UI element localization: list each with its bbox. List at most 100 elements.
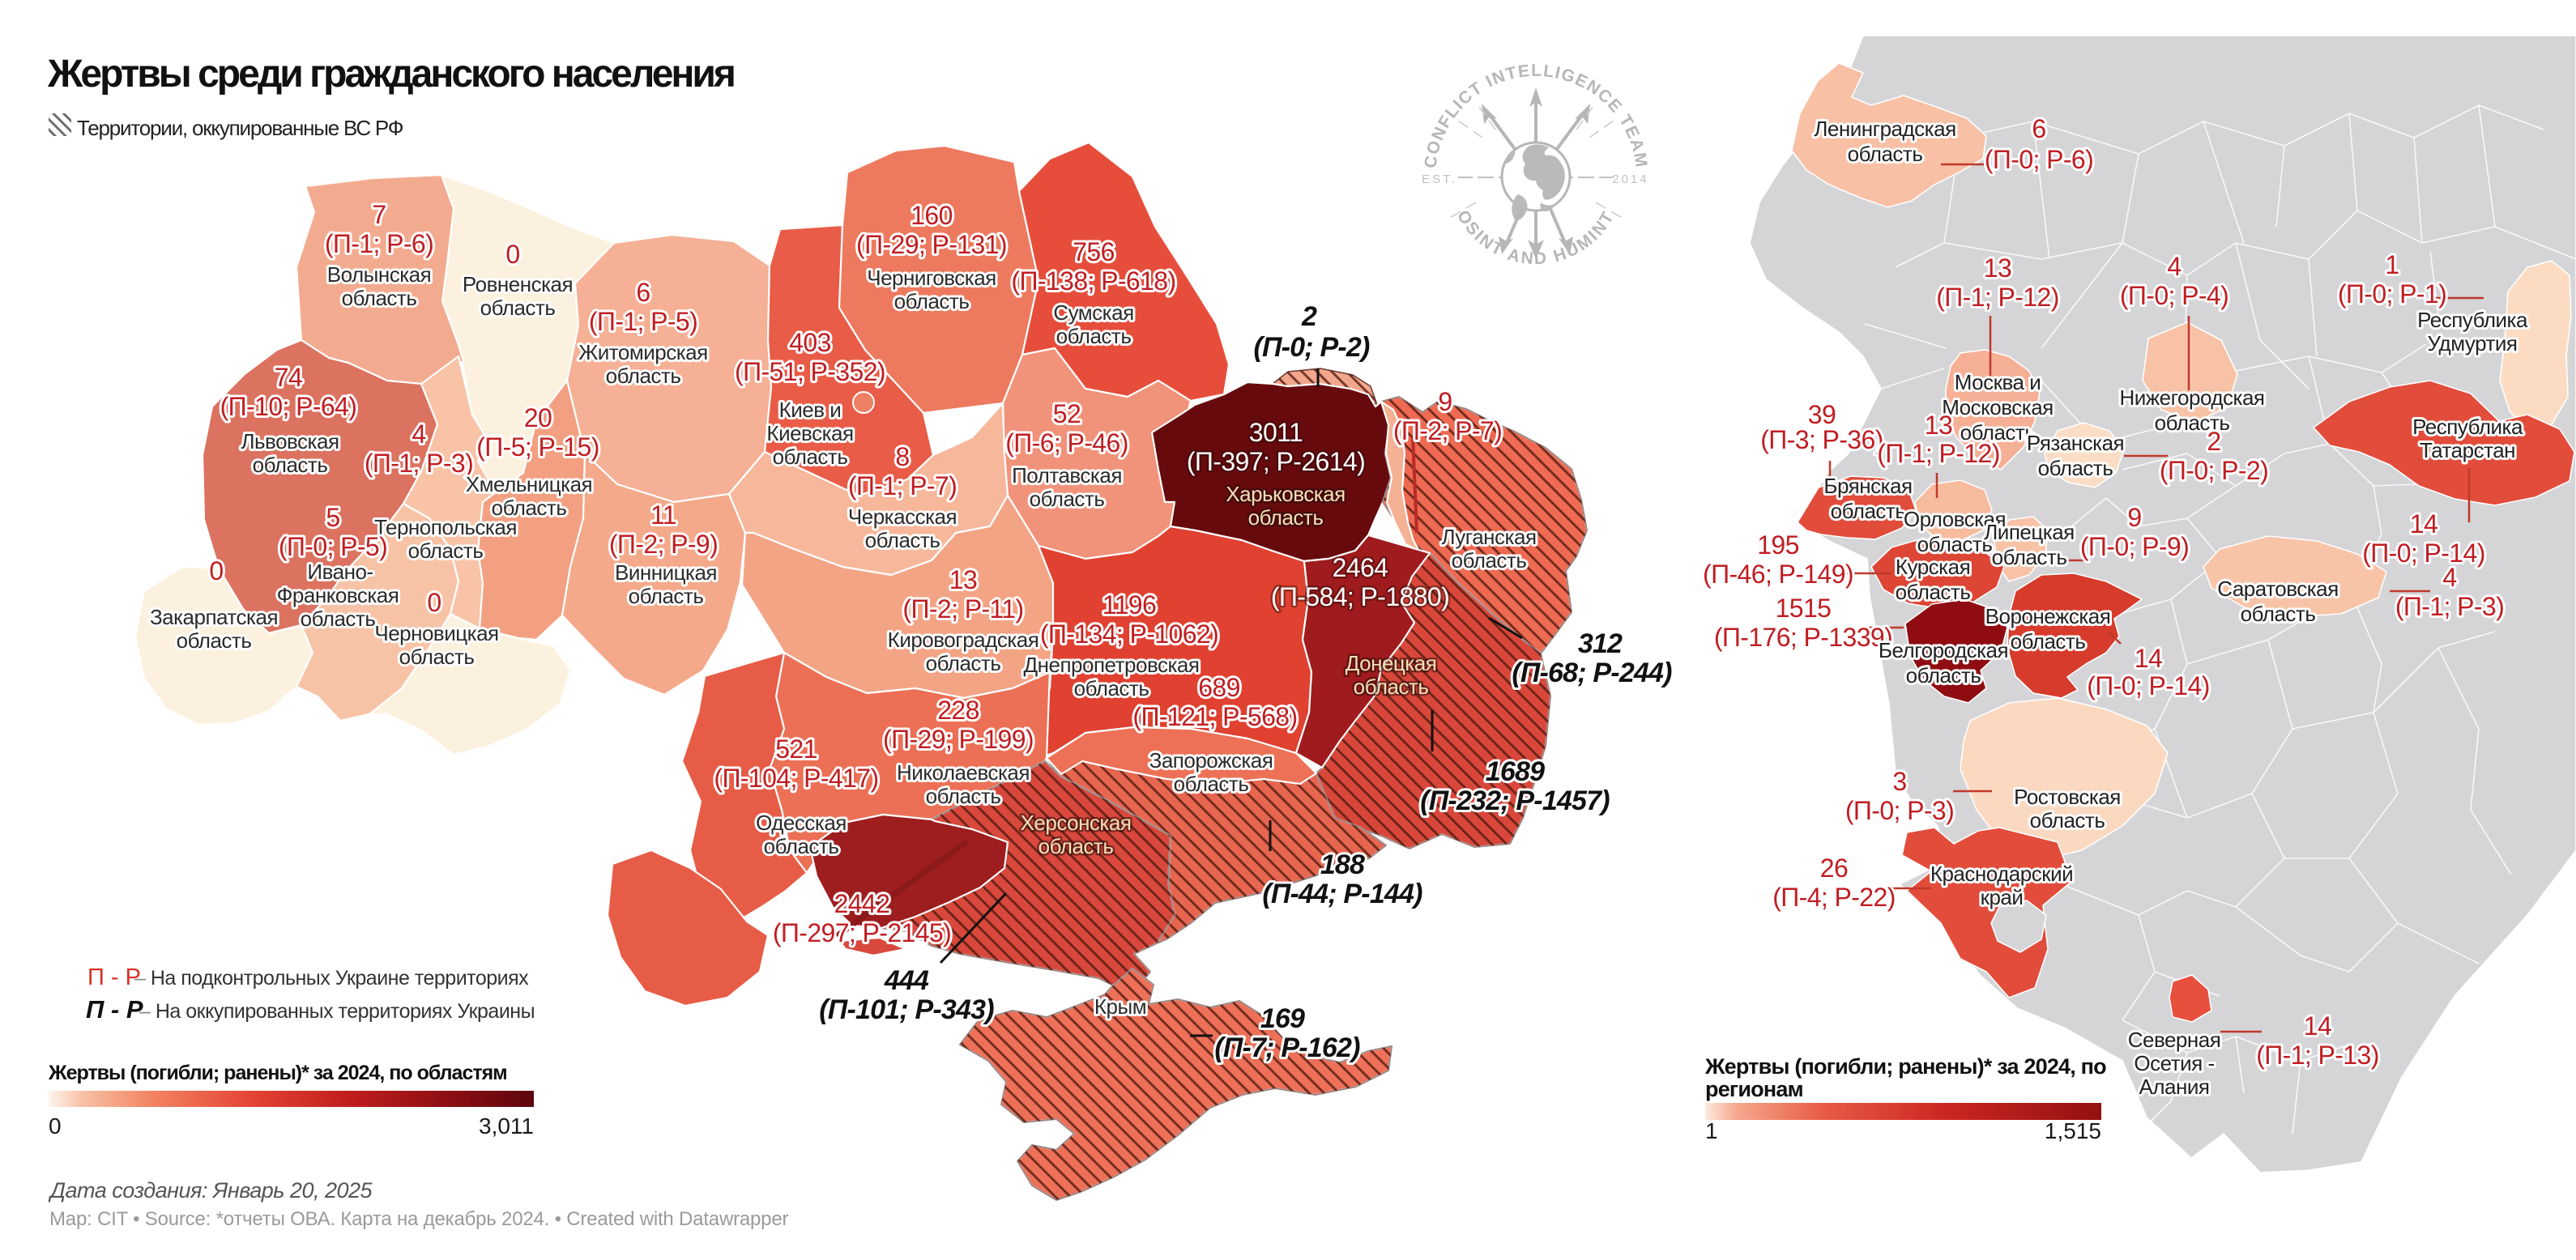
svg-text:2: 2 [2207,427,2220,456]
svg-text:область: область [1039,834,1114,858]
svg-text:область: область [2011,629,2086,653]
svg-text:0: 0 [209,556,223,585]
svg-text:– На подконтрольных Украине те: – На подконтрольных Украине территориях [134,967,529,990]
svg-text:Львовская: Львовская [241,429,339,453]
svg-text:8: 8 [895,442,909,471]
svg-text:(П-0; Р-1): (П-0; Р-1) [2338,279,2446,309]
svg-text:Орловская: Орловская [1904,507,2006,531]
svg-text:область: область [2155,411,2230,435]
svg-text:область: область [480,296,556,320]
svg-text:(П-46; Р-149): (П-46; Р-149) [1703,560,1853,589]
svg-text:5: 5 [326,503,339,532]
svg-text:область: область [1056,324,1132,348]
svg-text:1: 1 [1705,1118,1718,1143]
svg-text:9: 9 [1438,387,1452,416]
svg-text:Херсонская: Херсонская [1021,811,1132,835]
svg-text:13: 13 [949,565,977,594]
svg-text:39: 39 [1808,400,1836,429]
svg-text:(П-1; Р-6): (П-1; Р-6) [325,229,433,258]
svg-text:Осетия -: Осетия - [2134,1051,2214,1075]
svg-text:Курская: Курская [1896,555,1970,579]
svg-text:Республика: Республика [2412,415,2523,439]
svg-text:Винницкая: Винницкая [615,560,717,585]
svg-text:Черновицкая: Черновицкая [374,621,498,645]
svg-text:(П-0; Р-2): (П-0; Р-2) [1253,332,1369,363]
svg-text:Донецкая: Донецкая [1346,651,1437,675]
svg-text:Алания: Алания [2139,1075,2210,1099]
svg-text:(П-2; Р-9): (П-2; Р-9) [609,530,718,559]
svg-text:область: область [1896,580,1971,604]
svg-text:228: 228 [937,696,979,725]
svg-text:(П-5; Р-15): (П-5; Р-15) [476,432,599,462]
svg-text:П - Р: П - Р [86,995,143,1024]
svg-text:Луганская: Луганская [1441,525,1536,549]
svg-text:область: область [865,528,940,552]
svg-text:Липецкая: Липецкая [1984,520,2075,544]
svg-text:Московская: Московская [1942,395,2054,419]
svg-text:444: 444 [884,965,929,996]
svg-text:область: область [2030,808,2105,832]
svg-text:74: 74 [275,363,302,392]
svg-text:(П-1; Р-12): (П-1; Р-12) [1936,283,2059,312]
svg-text:Полтавская: Полтавская [1012,463,1122,487]
svg-text:(П-104; Р-417): (П-104; Р-417) [714,764,878,793]
svg-text:(П-0; Р-9): (П-0; Р-9) [2080,532,2189,561]
svg-text:Нижегородская: Нижегородская [2119,385,2264,410]
svg-text:(П-4; Р-22): (П-4; Р-22) [1772,883,1896,912]
svg-text:(П-134; Р-1062): (П-134; Р-1062) [1040,619,1218,649]
svg-text:(П-0; Р-2): (П-0; Р-2) [2160,456,2268,485]
svg-text:(П-10; Р-64): (П-10; Р-64) [220,392,357,421]
svg-text:Белгородская: Белгородская [1879,638,2008,662]
svg-text:11: 11 [650,500,676,530]
svg-text:область: область [492,496,567,520]
svg-text:195: 195 [1757,530,1799,560]
svg-text:Николаевская: Николаевская [897,760,1030,785]
svg-text:Франковская: Франковская [277,583,399,607]
svg-text:6: 6 [2032,114,2045,143]
svg-text:0: 0 [49,1113,62,1139]
svg-text:756: 756 [1073,237,1115,266]
svg-text:– На оккупированных территория: – На оккупированных территориях Украины [139,1000,535,1023]
svg-text:(П-1; Р-3): (П-1; Р-3) [2395,592,2504,621]
svg-text:(П-1; Р-7): (П-1; Р-7) [848,471,957,500]
svg-text:(П-232; Р-1457): (П-232; Р-1457) [1420,785,1610,816]
svg-text:Москва и: Москва и [1955,370,2041,394]
svg-text:(П-44; Р-144): (П-44; Р-144) [1262,879,1422,909]
svg-text:403: 403 [789,328,831,357]
svg-text:Воронежская: Воронежская [1985,604,2111,628]
svg-text:Удмуртия: Удмуртия [2428,331,2518,355]
svg-text:1: 1 [2385,250,2399,279]
svg-text:(П-0; Р-5): (П-0; Р-5) [279,532,387,561]
svg-text:область: область [629,584,704,608]
svg-text:Киевская: Киевская [766,421,853,445]
svg-text:Брянская: Брянская [1823,474,1912,498]
svg-text:160: 160 [911,201,953,230]
svg-text:1,515: 1,515 [2045,1118,2101,1143]
svg-text:Жертвы (погибли; ранены)* за 2: Жертвы (погибли; ранены)* за 2024, по об… [48,1062,507,1084]
svg-text:188: 188 [1320,849,1365,880]
svg-text:Тернопольская: Тернопольская [374,515,517,539]
svg-text:3,011: 3,011 [479,1113,534,1139]
svg-text:(П-0; Р-4): (П-0; Р-4) [2120,281,2228,310]
svg-text:Черкасская: Черкасская [848,504,957,529]
svg-text:(П-584; Р-1880): (П-584; Р-1880) [1271,582,1449,611]
svg-text:область: область [342,286,417,310]
svg-text:область: область [894,289,970,313]
svg-text:(П-397; Р-2614): (П-397; Р-2614) [1187,447,1365,476]
svg-text:Краснодарский: Краснодарский [1930,862,2073,886]
svg-text:Житомирская: Житомирская [578,340,707,364]
svg-text:14: 14 [2410,509,2437,538]
svg-text:Днепропетровская: Днепропетровская [1024,653,1200,677]
svg-text:П - Р: П - Р [87,964,141,990]
svg-text:Одесская: Одесская [756,811,847,835]
svg-text:(П-0; Р-14): (П-0; Р-14) [2087,671,2210,700]
svg-text:область: область [1030,487,1105,511]
svg-text:6: 6 [636,278,650,307]
svg-text:Ровненская: Ровненская [463,272,573,296]
svg-text:2: 2 [1301,301,1317,332]
svg-text:область: область [1174,772,1249,796]
svg-text:(П-51; Р-352): (П-51; Р-352) [735,357,885,386]
svg-text:Крым: Крым [1094,994,1146,1019]
svg-text:область: область [408,538,484,563]
svg-text:(П-121; Р-568): (П-121; Р-568) [1132,702,1297,731]
